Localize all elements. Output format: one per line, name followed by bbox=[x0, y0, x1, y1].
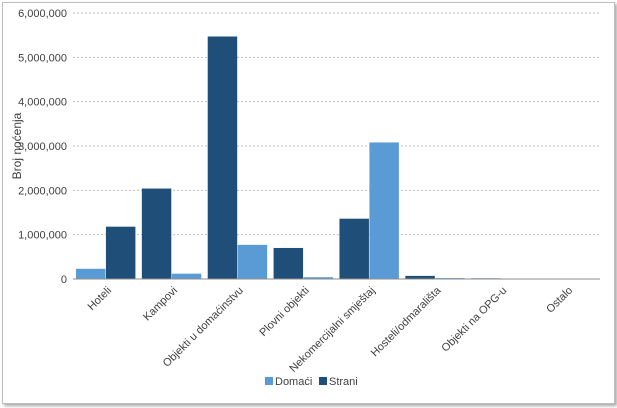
bar-strani bbox=[106, 227, 135, 279]
bar-chart: 0 1,000,000 2,000,000 3,000,000 4,000,000 5,0… bbox=[3, 3, 614, 403]
bar-domai bbox=[238, 245, 267, 279]
legend-label: Domaći bbox=[275, 376, 312, 388]
y-tick-label: 4,000,000 bbox=[18, 97, 67, 109]
x-tick-label: Kampovi bbox=[141, 285, 180, 324]
bar-domai bbox=[76, 269, 105, 279]
bar-strani bbox=[208, 36, 237, 279]
y-tick-label: 5,000,000 bbox=[18, 52, 67, 64]
y-axis-label: Broj noćenja bbox=[10, 112, 24, 179]
x-tick-label: Objekti na OPG-u bbox=[439, 285, 509, 355]
legend-swatch bbox=[265, 377, 273, 385]
x-tick-label: Ostalo bbox=[544, 285, 575, 316]
bar-strani bbox=[142, 189, 171, 279]
y-axis-tick-labels: 0 1,000,000 2,000,000 3,000,000 4,000,000 5,0… bbox=[18, 8, 67, 286]
y-tick-label: 3,000,000 bbox=[18, 141, 67, 153]
bar-strani bbox=[339, 219, 368, 279]
y-tick-label: 2,000,000 bbox=[18, 185, 67, 197]
y-tick-label: 6,000,000 bbox=[18, 8, 67, 20]
bar-strani bbox=[274, 248, 303, 279]
bar-domai bbox=[172, 274, 201, 279]
x-tick-label: Hoteli bbox=[86, 285, 114, 313]
x-tick-label: Plovni objekti bbox=[257, 285, 311, 339]
y-tick-label: 1,000,000 bbox=[18, 230, 67, 242]
legend: Domaći Strani bbox=[265, 376, 358, 388]
bars bbox=[76, 36, 597, 279]
chart-frame: 0 1,000,000 2,000,000 3,000,000 4,000,000 5,0… bbox=[2, 2, 615, 404]
bar-domai bbox=[369, 142, 398, 279]
y-tick-label: 0 bbox=[61, 274, 67, 286]
x-tick-label: Hosteli/odmarališta bbox=[369, 284, 444, 359]
legend-label: Strani bbox=[329, 376, 358, 388]
legend-swatch bbox=[319, 377, 327, 385]
